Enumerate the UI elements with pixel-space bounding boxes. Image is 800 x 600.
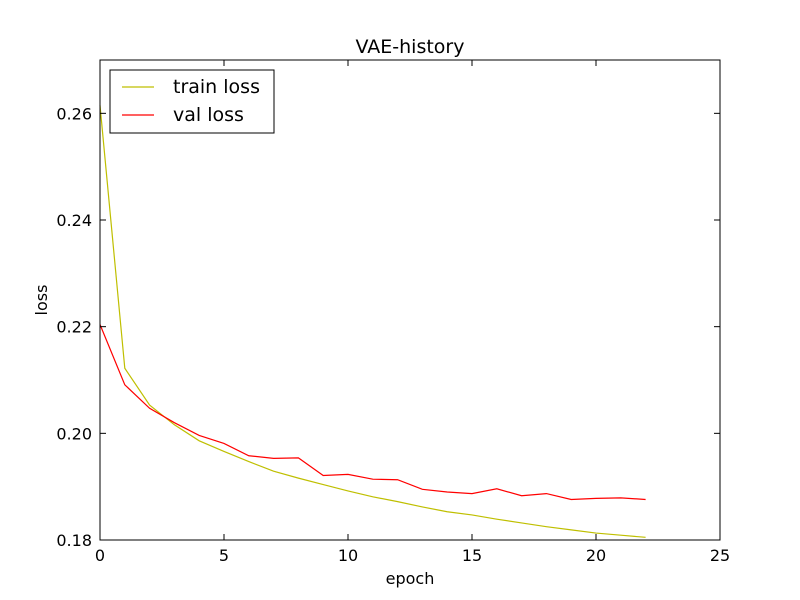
y-tick-label: 0.20: [56, 424, 92, 443]
chart-title: VAE-history: [356, 36, 465, 58]
plot-area-frame: [99, 59, 721, 541]
legend-label-train-loss: train loss: [173, 76, 260, 98]
x-tick-label: 15: [462, 546, 482, 565]
series-line-val-loss: [99, 324, 646, 501]
y-tick-label: 0.22: [56, 318, 92, 337]
x-tick-label: 5: [219, 546, 229, 565]
legend: train loss val loss: [109, 69, 275, 134]
y-tick-label: 0.26: [56, 104, 92, 123]
y-axis-label: loss: [32, 285, 51, 316]
legend-label-val-loss: val loss: [173, 104, 244, 126]
series-lines: [99, 105, 646, 538]
legend-box: [109, 69, 275, 134]
y-tick-label: 0.18: [56, 531, 92, 550]
x-tick-label: 0: [95, 546, 105, 565]
y-tick-label: 0.24: [56, 211, 92, 230]
x-axis-label: epoch: [386, 569, 435, 588]
axis-ticks: 0 5 10 15 20 25 0.18 0.20 0.22 0.24 0.26: [56, 60, 730, 565]
x-tick-label: 20: [586, 546, 606, 565]
x-tick-label: 10: [338, 546, 358, 565]
x-tick-label: 25: [710, 546, 730, 565]
series-line-train-loss: [99, 105, 646, 538]
